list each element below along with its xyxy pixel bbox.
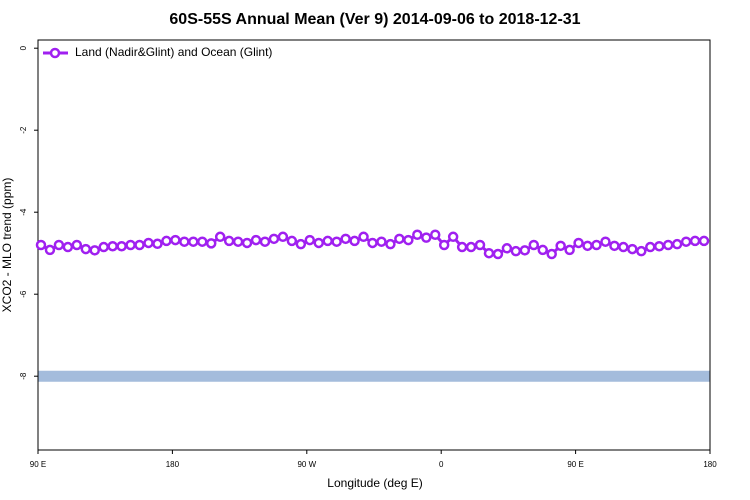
data-point [528,239,540,251]
data-point [188,236,199,247]
data-point [179,236,190,247]
data-point [510,245,522,257]
data-point [600,236,611,247]
data-point [107,240,118,252]
data-point [609,240,620,252]
y-axis-label: XCO2 - MLO trend (ppm) [0,178,14,313]
x-tick-label: 180 [166,460,180,469]
data-point [313,237,324,249]
y-tick-label: -4 [19,208,28,216]
data-point [483,247,495,259]
data-point [295,238,307,250]
data-point [591,239,602,251]
data-point [197,236,208,247]
data-point [286,235,298,247]
data-point [340,233,351,245]
data-point [555,240,566,252]
data-point [367,237,378,249]
x-tick-label: 0 [439,460,444,469]
data-point [304,234,316,246]
data-point [53,239,65,251]
x-tick-label: 90 W [297,460,316,469]
data-point [98,241,109,253]
data-point [232,236,244,247]
data-point [71,239,83,251]
data-point [645,241,656,253]
data-point [537,244,548,256]
data-point [412,229,423,240]
x-axis-label: Longitude (deg E) [327,476,422,490]
data-point [259,236,271,247]
data-point [152,238,163,250]
chart-title: 60S-55S Annual Mean (Ver 9) 2014-09-06 t… [169,11,580,28]
data-point [161,235,172,247]
data-point [662,239,674,251]
x-tick-label: 90 E [30,460,46,469]
legend-marker [49,47,61,59]
y-tick-label: -8 [19,372,28,380]
data-point [214,231,226,243]
data-point [492,248,504,260]
x-tick-label: 180 [703,460,717,469]
y-tick-label: -6 [19,290,28,298]
data-point [582,240,593,252]
data-point [689,235,701,247]
data-point [519,245,531,256]
data-point [277,231,289,243]
data-point [143,237,154,249]
data-point [447,231,459,243]
data-point [322,235,333,247]
data-point [35,239,47,251]
data-point [438,239,450,251]
data-point [421,232,432,243]
data-point [268,233,280,245]
data-point [170,234,181,246]
data-point [653,240,665,252]
data-point [134,239,145,251]
data-point [241,237,253,249]
data-point [250,234,262,246]
y-tick-label: -2 [19,126,28,134]
data-point [618,241,629,253]
data-point [429,229,441,240]
data-point [125,239,136,251]
data-point [358,231,369,243]
data-point [546,248,557,260]
data-point [564,244,575,256]
y-tick-label: 0 [19,45,28,50]
data-point [474,239,486,251]
data-point [636,245,647,257]
data-point [465,241,477,253]
data-point [627,243,638,255]
data-point [205,238,217,249]
data-point [394,233,405,245]
data-point [62,241,74,253]
data-point [223,235,235,247]
data-point [44,244,56,256]
data-point [501,243,513,254]
x-tick-label: 90 E [567,460,583,469]
data-point [349,235,360,247]
data-point [89,245,100,256]
legend-label: Land (Nadir&Glint) and Ocean (Glint) [75,45,272,59]
data-point [331,236,342,247]
data-point [376,236,387,247]
data-point [385,238,396,250]
data-point [573,237,584,249]
data-point [116,240,127,252]
data-point [671,238,683,250]
data-point [80,243,92,255]
data-point [403,234,414,246]
data-point [456,241,468,253]
data-point [680,236,692,247]
data-point [698,235,710,247]
